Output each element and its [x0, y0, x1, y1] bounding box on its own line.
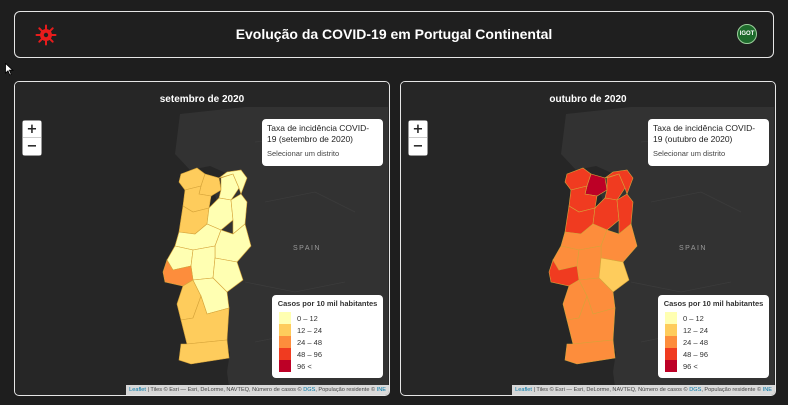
zoom-out-button[interactable]: −: [409, 138, 427, 155]
zoom-in-button[interactable]: +: [409, 121, 427, 138]
legend-label: 48 – 96: [683, 349, 709, 359]
legend-label: 24 – 48: [683, 337, 709, 347]
district-faro[interactable]: [178, 339, 230, 365]
legend-item: 96 <: [665, 360, 764, 372]
legend-label: 0 – 12: [297, 313, 318, 323]
zoom-control[interactable]: + −: [408, 120, 428, 156]
legend-swatch: [665, 324, 677, 336]
mouse-cursor-icon: [5, 63, 14, 76]
legend-item: 0 – 12: [665, 312, 764, 324]
leaflet-link[interactable]: Leaflet: [129, 387, 146, 393]
legend-label: 48 – 96: [297, 349, 323, 359]
legend-item: 0 – 12: [279, 312, 378, 324]
map-panel-september[interactable]: setembro de 2020 + − Taxa de incidência …: [14, 81, 390, 396]
legend-item: 24 – 48: [279, 336, 378, 348]
district-santarem[interactable]: [576, 245, 602, 281]
legend-item: 24 – 48: [665, 336, 764, 348]
legend: Casos por 10 mil habitantes 0 – 12 12 – 2…: [658, 295, 769, 378]
attribution-text: | Tiles © Esri — Esri, DeLorme, NAVTEQ, …: [531, 387, 690, 393]
legend-label: 12 – 24: [297, 325, 323, 335]
igot-logo: IGOT: [737, 24, 757, 44]
legend-item: 12 – 24: [279, 324, 378, 336]
info-title: Taxa de incidência COVID-19 (outubro de …: [653, 123, 756, 144]
legend-item: 48 – 96: [279, 348, 378, 360]
district-braganca[interactable]: [604, 169, 634, 195]
info-box: Taxa de incidência COVID-19 (outubro de …: [648, 119, 769, 166]
app-header: Evolução da COVID-19 em Portugal Contine…: [14, 11, 774, 58]
legend-swatch: [279, 348, 291, 360]
legend-swatch: [665, 360, 677, 372]
legend-label: 96 <: [297, 361, 312, 371]
info-box: Taxa de incidência COVID-19 (setembro de…: [262, 119, 383, 166]
spain-label: SPAIN: [293, 245, 321, 252]
map-panel-october[interactable]: outubro de 2020 + − Taxa de incidência C…: [400, 81, 776, 396]
legend-label: 12 – 24: [683, 325, 709, 335]
legend-swatch: [665, 312, 677, 324]
panel-title: setembro de 2020: [159, 94, 245, 105]
zoom-out-button[interactable]: −: [23, 138, 41, 155]
zoom-in-button[interactable]: +: [23, 121, 41, 138]
dgs-link[interactable]: DGS: [689, 387, 702, 393]
attribution-pop-text: , População residente ©: [701, 387, 763, 393]
attribution: Leaflet | Tiles © Esri — Esri, DeLorme, …: [126, 385, 389, 395]
district-santarem[interactable]: [190, 245, 216, 281]
info-hint: Selecionar um distrito: [267, 149, 340, 158]
legend-label: 24 – 48: [297, 337, 323, 347]
legend-swatch: [279, 360, 291, 372]
legend-item: 48 – 96: [665, 348, 764, 360]
legend-swatch: [279, 324, 291, 336]
ine-link[interactable]: INE: [762, 387, 772, 393]
attribution-pop-text: , População residente ©: [315, 387, 377, 393]
district-faro[interactable]: [564, 339, 616, 365]
info-title: Taxa de incidência COVID-19 (setembro de…: [267, 123, 370, 144]
info-hint: Selecionar um distrito: [653, 149, 726, 158]
legend-label: 0 – 12: [683, 313, 704, 323]
attribution: Leaflet | Tiles © Esri — Esri, DeLorme, …: [512, 385, 775, 395]
legend: Casos por 10 mil habitantes 0 – 12 12 – 2…: [272, 295, 383, 378]
district-braganca[interactable]: [218, 169, 248, 195]
legend-swatch: [665, 336, 677, 348]
zoom-control[interactable]: + −: [22, 120, 42, 156]
virus-icon: [35, 24, 57, 46]
panel-title: outubro de 2020: [549, 94, 627, 105]
spain-label: SPAIN: [679, 245, 707, 252]
legend-swatch: [665, 348, 677, 360]
legend-swatch: [279, 312, 291, 324]
legend-item: 12 – 24: [665, 324, 764, 336]
district-portalegre[interactable]: [598, 257, 630, 293]
dgs-link[interactable]: DGS: [303, 387, 316, 393]
attribution-text: | Tiles © Esri — Esri, DeLorme, NAVTEQ, …: [145, 387, 304, 393]
page-title: Evolução da COVID-19 em Portugal Contine…: [235, 26, 553, 42]
legend-label: 96 <: [683, 361, 698, 371]
legend-item: 96 <: [279, 360, 378, 372]
legend-title: Casos por 10 mil habitantes: [277, 299, 378, 308]
ine-link[interactable]: INE: [376, 387, 386, 393]
legend-title: Casos por 10 mil habitantes: [663, 299, 764, 308]
district-portalegre[interactable]: [212, 257, 244, 293]
legend-swatch: [279, 336, 291, 348]
leaflet-link[interactable]: Leaflet: [515, 387, 532, 393]
